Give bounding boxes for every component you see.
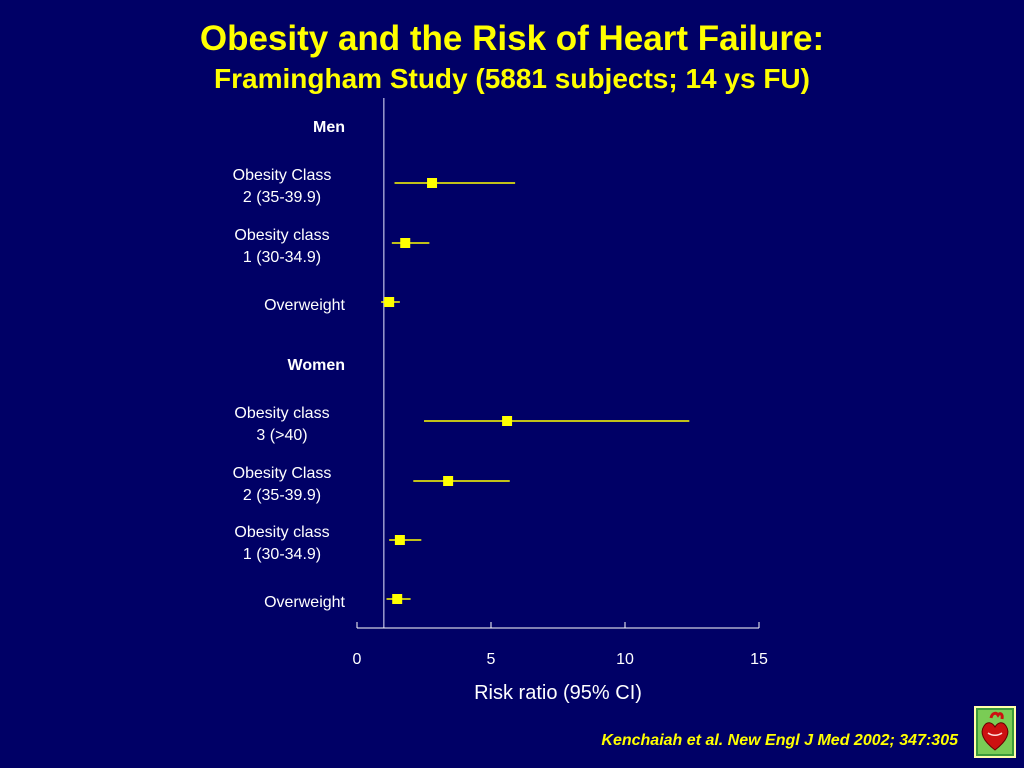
row-label: 3 (>40) [256,427,307,444]
point-estimate [394,535,405,545]
row-label: Obesity class [234,405,329,422]
slide-subtitle: Framingham Study (5881 subjects; 14 ys F… [214,63,810,94]
row-label: Obesity Class [233,465,332,482]
slide-title: Obesity and the Risk of Heart Failure: [199,19,825,58]
x-tick-label: 5 [487,651,496,668]
row-label: Obesity class [234,227,329,244]
point-estimate [392,594,403,604]
row-label: 1 (30-34.9) [243,249,321,266]
citation: Kenchaiah et al. New Engl J Med 2002; 34… [601,732,958,749]
group-label: Men [313,119,345,136]
point-estimate [400,238,411,248]
x-tick-label: 0 [353,651,362,668]
row-label: Overweight [264,297,345,314]
row-label: Obesity Class [233,167,332,184]
point-estimate [502,416,513,426]
x-tick-label: 15 [750,651,768,668]
row-label: 1 (30-34.9) [243,546,321,563]
row-label: 2 (35-39.9) [243,189,321,206]
row-label: Obesity class [234,524,329,541]
point-estimate [443,476,454,486]
group-label: Women [288,357,345,374]
point-estimate [384,297,395,307]
heart-logo-icon [974,706,1016,758]
row-label: Overweight [264,594,345,611]
row-label: 2 (35-39.9) [243,487,321,504]
point-estimate [427,178,438,188]
x-tick-label: 10 [616,651,634,668]
x-axis-label: Risk ratio (95% CI) [474,682,642,704]
